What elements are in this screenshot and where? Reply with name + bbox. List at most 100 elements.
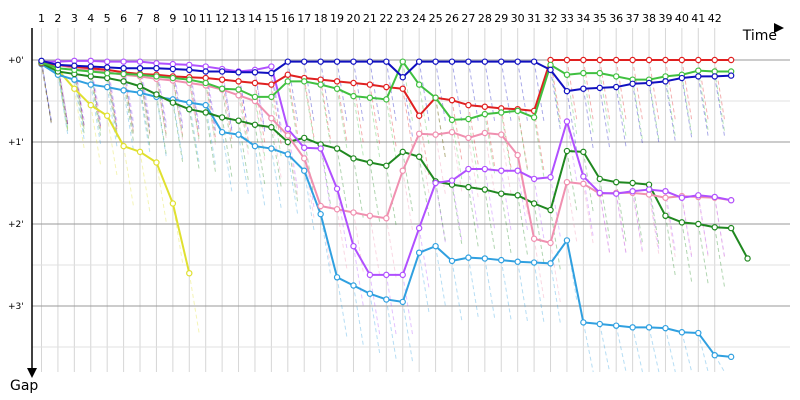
guide-line bbox=[714, 76, 726, 137]
data-point bbox=[415, 224, 423, 232]
data-point bbox=[235, 117, 242, 124]
data-point bbox=[596, 175, 603, 183]
data-point bbox=[695, 56, 702, 64]
data-point bbox=[547, 174, 554, 181]
x-tick-label: 10 bbox=[182, 12, 196, 25]
guide-line bbox=[352, 246, 364, 307]
axes: Time Gap bbox=[10, 23, 784, 394]
data-point bbox=[268, 69, 275, 77]
data-point bbox=[415, 130, 423, 137]
data-point bbox=[284, 138, 291, 146]
data-point bbox=[465, 183, 472, 191]
guide-line bbox=[484, 132, 496, 194]
guide-line bbox=[435, 246, 446, 307]
guide-line bbox=[664, 197, 676, 258]
guide-line bbox=[632, 191, 643, 252]
guide-line bbox=[320, 61, 331, 122]
guide-line bbox=[369, 293, 381, 354]
guide-line bbox=[517, 109, 529, 170]
data-point bbox=[87, 81, 94, 88]
data-point bbox=[301, 78, 308, 85]
data-point bbox=[448, 116, 456, 124]
guide-line bbox=[615, 86, 627, 148]
data-point bbox=[333, 78, 341, 85]
data-point bbox=[629, 179, 636, 187]
guide-line bbox=[172, 102, 184, 163]
x-tick-label: 15 bbox=[264, 12, 278, 25]
data-point bbox=[235, 86, 242, 93]
guide-line bbox=[385, 299, 397, 360]
data-point bbox=[169, 200, 177, 207]
guide-line bbox=[484, 168, 496, 230]
data-point bbox=[530, 259, 538, 266]
guide-line bbox=[550, 177, 561, 238]
guide-line bbox=[550, 263, 561, 324]
guide-line bbox=[681, 196, 693, 257]
guide-line bbox=[221, 117, 233, 178]
guide-line bbox=[205, 85, 217, 146]
data-point bbox=[235, 69, 242, 76]
y-tick-label: +1' bbox=[8, 138, 24, 148]
guide-line bbox=[320, 84, 331, 145]
guide-line bbox=[681, 222, 693, 283]
guide-line bbox=[664, 76, 676, 137]
guide-line bbox=[303, 81, 315, 142]
guide-line bbox=[188, 77, 200, 138]
x-tick-label: 38 bbox=[642, 12, 656, 25]
data-point bbox=[268, 145, 275, 152]
x-tick-label: 5 bbox=[104, 12, 111, 25]
x-tick-label: 7 bbox=[137, 12, 144, 25]
guide-line bbox=[664, 191, 676, 252]
data-point bbox=[366, 271, 374, 279]
data-point bbox=[481, 110, 489, 118]
data-point bbox=[563, 118, 571, 125]
series-line bbox=[41, 62, 749, 259]
data-point bbox=[333, 58, 341, 65]
data-point bbox=[284, 71, 291, 78]
guide-line bbox=[41, 60, 52, 121]
data-point bbox=[678, 219, 686, 226]
x-axis-title: Time bbox=[742, 28, 777, 44]
guide-line bbox=[550, 64, 561, 126]
guide-line bbox=[582, 88, 594, 149]
data-point bbox=[218, 128, 226, 136]
data-point bbox=[448, 257, 456, 265]
guide-line bbox=[714, 354, 726, 373]
x-tick-label: 31 bbox=[527, 12, 541, 25]
data-point bbox=[103, 58, 111, 65]
x-tick-label: 27 bbox=[461, 12, 475, 25]
guide-line bbox=[90, 69, 102, 130]
guide-line bbox=[402, 274, 414, 335]
y-axis-arrow bbox=[27, 368, 37, 378]
data-point bbox=[153, 91, 160, 98]
x-tick-label: 18 bbox=[314, 12, 328, 25]
data-point bbox=[563, 178, 571, 186]
guide-line bbox=[418, 228, 430, 289]
guide-line bbox=[582, 59, 594, 121]
guide-line bbox=[681, 74, 693, 135]
x-tick-label: 3 bbox=[71, 12, 78, 25]
data-point bbox=[333, 185, 341, 192]
data-point bbox=[629, 56, 636, 64]
guide-line bbox=[697, 70, 709, 131]
data-point bbox=[514, 167, 521, 174]
guide-line bbox=[238, 120, 249, 181]
data-point bbox=[711, 56, 718, 64]
series-7 bbox=[38, 57, 735, 95]
y-tick-label: +0' bbox=[8, 56, 24, 66]
data-point bbox=[613, 322, 620, 329]
x-tick-label: 34 bbox=[576, 12, 590, 25]
guide-line bbox=[500, 134, 512, 195]
guide-line bbox=[632, 79, 643, 140]
data-point bbox=[38, 57, 45, 65]
data-point bbox=[415, 112, 423, 119]
guide-line bbox=[484, 114, 496, 175]
guide-line bbox=[599, 87, 611, 148]
guide-line bbox=[697, 223, 709, 285]
guide-line bbox=[648, 59, 660, 121]
guide-line bbox=[714, 71, 726, 132]
guide-line bbox=[352, 158, 364, 219]
data-point bbox=[186, 76, 193, 83]
guide-line bbox=[369, 61, 381, 122]
data-point bbox=[563, 71, 571, 78]
